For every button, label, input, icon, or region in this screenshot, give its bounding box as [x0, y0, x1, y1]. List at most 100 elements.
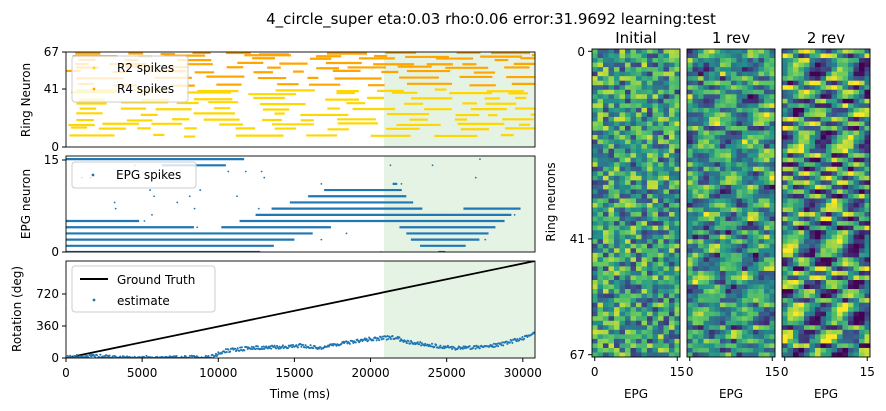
heatmap-cell — [663, 126, 670, 131]
heatmap-cell — [831, 347, 838, 353]
legend-marker-r4 — [92, 87, 96, 91]
heatmap-cell — [820, 58, 827, 63]
heatmap-cell — [652, 71, 659, 77]
heatmap-cell — [698, 320, 704, 326]
heatmap-cell — [619, 352, 626, 358]
heatmap-cell — [674, 67, 681, 72]
heatmap-cell — [641, 193, 648, 199]
heatmap-cell — [714, 107, 721, 113]
heatmap-cell — [753, 198, 759, 204]
heatmap-cell — [837, 98, 843, 104]
heatmap-cell — [793, 298, 799, 303]
heatmap-cell — [826, 270, 832, 276]
heatmap-cell — [647, 175, 653, 181]
heatmap-cell — [603, 243, 609, 249]
heatmap-cell — [636, 189, 642, 195]
heatmap-cell — [787, 144, 794, 149]
heatmap-cell — [714, 257, 721, 263]
heatmap-cell — [804, 230, 810, 236]
heatmap-cell — [736, 216, 743, 222]
heatmap-cell — [603, 275, 609, 281]
heatmap-cell — [736, 352, 743, 358]
heatmap-cell — [798, 139, 805, 145]
heatmap-cell — [753, 334, 759, 340]
heatmap-cell — [809, 261, 816, 267]
heatmap-cell — [614, 94, 620, 100]
heatmap-cell — [647, 76, 653, 82]
heatmap-cell — [837, 284, 843, 290]
estimate-point — [516, 337, 519, 341]
heatmap-cell — [641, 94, 648, 100]
heatmap-cell — [864, 225, 871, 231]
heatmap-cell — [753, 261, 759, 267]
estimate-point — [518, 339, 521, 342]
heatmap-cell — [809, 280, 816, 285]
heatmap-cell — [831, 162, 838, 168]
heatmap-cell — [703, 248, 710, 254]
heatmap-cell — [703, 293, 710, 299]
heatmap-cell — [831, 198, 838, 204]
heatmap-cell — [647, 243, 653, 249]
heatmap-cell — [720, 184, 726, 190]
heatmap-cell — [687, 107, 693, 113]
heatmap-cell — [837, 144, 843, 149]
heatmap-cell — [592, 334, 598, 340]
heatmap-cell — [787, 352, 794, 358]
heatmap-cell — [725, 266, 732, 272]
heatmap-cell — [758, 203, 765, 208]
heatmap-cell — [787, 153, 794, 159]
heatmap-cell — [787, 347, 794, 353]
heatmap-cell — [619, 116, 626, 122]
heatmap-cell — [782, 248, 788, 254]
heatmap-cell — [698, 198, 704, 204]
heatmap-cell — [641, 289, 648, 294]
heatmap-cell — [809, 76, 816, 82]
heatmap-cell — [652, 270, 659, 276]
heatmap-cell — [725, 193, 732, 199]
heatmap-cell — [592, 58, 598, 63]
heatmap-cell — [747, 135, 754, 140]
heatmap-cell — [603, 298, 609, 303]
heatmap-cell — [747, 130, 754, 136]
heatmap-cell — [592, 343, 598, 349]
heatmap-cell — [798, 316, 805, 322]
heatmap-cell — [652, 130, 659, 136]
heatmap-cell — [859, 107, 865, 113]
heatmap-cell — [753, 184, 759, 190]
heatmap-cell — [842, 58, 849, 63]
heatmap-cell — [782, 76, 788, 82]
heatmap-cell — [625, 198, 631, 204]
heatmap-cell — [831, 234, 838, 240]
heatmap-cell — [592, 175, 598, 181]
heatmap-cell — [674, 103, 681, 109]
heatmap-cell — [859, 212, 865, 217]
heatmap-cell — [641, 98, 648, 104]
heatmap-cell — [709, 198, 715, 204]
heatmap-cell — [630, 266, 637, 272]
rotation-legend: Ground Truth estimate — [71, 265, 216, 313]
heatmap-cell — [809, 98, 816, 104]
heatmap-cell — [736, 126, 743, 131]
heatmap-cell — [787, 80, 794, 86]
heatmap-cell — [742, 347, 748, 353]
heatmap-cell — [625, 266, 631, 272]
epg-spike — [193, 207, 196, 210]
heatmap-cell — [742, 239, 748, 245]
heatmap-cell — [747, 248, 754, 254]
heatmap-cell — [831, 103, 838, 109]
heatmap-cell — [603, 85, 609, 91]
heatmap-cell — [747, 334, 754, 340]
heatmap-cell — [698, 148, 704, 154]
heatmap-cell — [747, 329, 754, 335]
heatmap-cell — [831, 67, 838, 72]
heatmap-cell — [742, 284, 748, 290]
heatmap-cell — [769, 347, 776, 353]
heatmap-cell — [758, 148, 765, 154]
heatmap-cell — [692, 207, 699, 213]
heatmap-cell — [758, 234, 765, 240]
heatmap-cell — [698, 338, 704, 344]
heatmap-cell — [787, 85, 794, 91]
heatmap-cell — [597, 212, 604, 217]
heatmap-cell — [764, 175, 770, 181]
heatmap-cell — [769, 302, 776, 308]
